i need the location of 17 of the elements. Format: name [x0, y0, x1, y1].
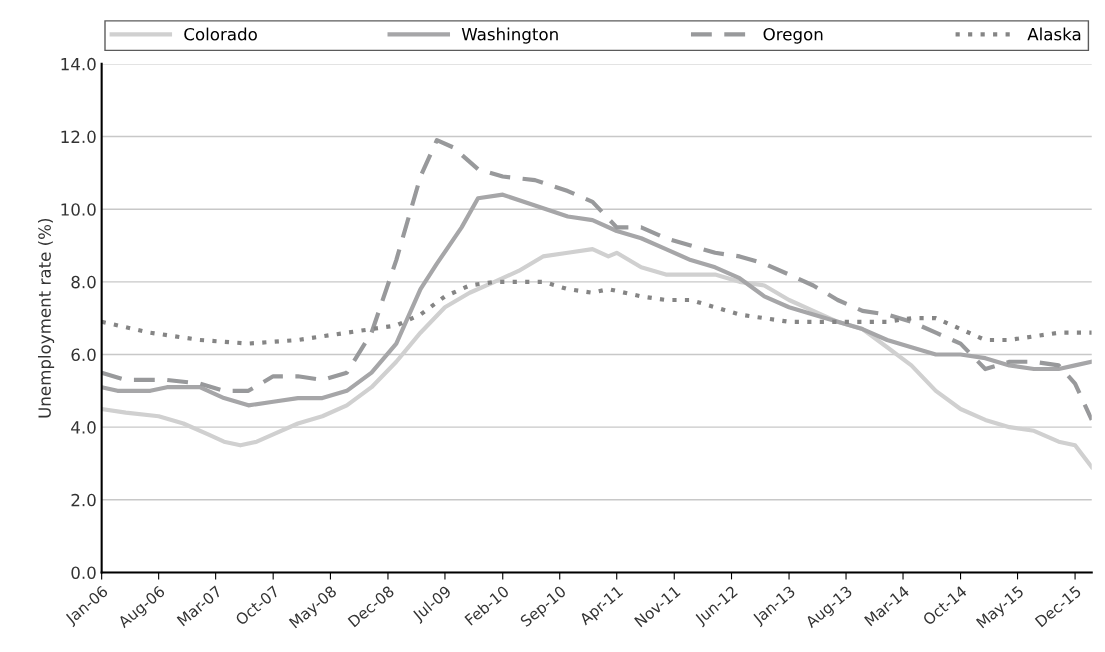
legend-label: Alaska — [1027, 27, 1081, 41]
y-tick-label: 14.0 — [61, 57, 96, 71]
line-series — [101, 279, 1092, 346]
legend-label: Washington — [461, 27, 558, 44]
legend-label: Colorado — [184, 27, 257, 41]
line-series — [101, 247, 1092, 470]
y-tick-label: 0.0 — [71, 566, 96, 580]
legend-label: Oregon — [763, 27, 823, 44]
y-tick-label: 8.0 — [71, 275, 96, 289]
y-tick-label: 12.0 — [61, 130, 96, 144]
line-series — [101, 192, 1092, 408]
line-series — [101, 138, 1092, 422]
y-tick-label: 6.0 — [71, 348, 96, 362]
y-tick-label: 2.0 — [71, 493, 96, 507]
y-axis-title: Unemployment rate (%) — [38, 218, 55, 418]
y-tick-label: 4.0 — [71, 421, 96, 434]
y-tick-label: 10.0 — [61, 203, 96, 216]
